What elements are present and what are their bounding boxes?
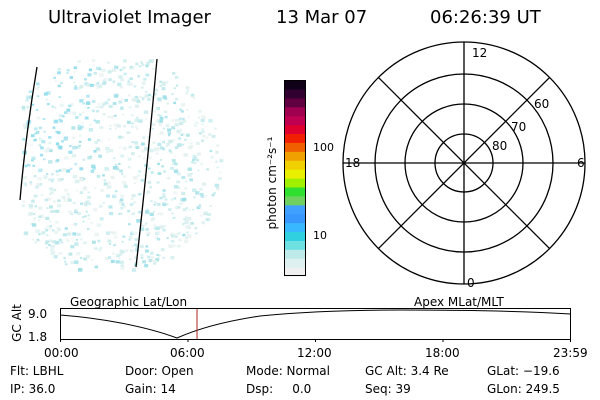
colorbar-cell — [284, 231, 306, 241]
colorbar-label: photon cm⁻²s⁻¹ — [265, 136, 279, 230]
polar-label-18: 18 — [345, 156, 361, 170]
timeline-tick-label-2359: 23:59 — [553, 346, 588, 360]
colorbar-cell — [284, 88, 306, 99]
altitude-timeline — [59, 308, 572, 342]
colorbar-cell — [284, 169, 306, 179]
colorbar-cell — [284, 195, 306, 206]
auroral-emission-speckles — [21, 59, 224, 272]
colorbar-cell — [284, 186, 306, 197]
colorbar-cell — [284, 80, 306, 90]
colorbar-cell — [284, 178, 306, 188]
timeline-tick-label-1800: 18:00 — [425, 346, 460, 360]
colorbar-cell — [284, 222, 306, 233]
polar-grid — [342, 41, 586, 285]
polar-ring-label-70: 70 — [511, 120, 527, 134]
timeline-ymin: 1.8 — [28, 330, 48, 344]
timeline-geographic-caption: Geographic Lat/Lon — [70, 295, 188, 309]
timeline-tick-label-0600: 06:00 — [170, 346, 205, 360]
colorbar-cell — [284, 133, 306, 143]
gain-info: Gain: 14 — [125, 382, 176, 396]
colorbar-cell — [284, 151, 306, 161]
timeline-tick-label-0000: 00:00 — [44, 346, 79, 360]
colorbar-cell — [284, 258, 306, 268]
ip-info: IP: 36.0 — [10, 382, 56, 396]
door-info: Door: Open — [125, 364, 194, 378]
observation-time: 06:26:39 UT — [430, 7, 541, 28]
colorbar-tick-10: 10 — [313, 229, 327, 242]
colorbar-cell — [284, 204, 306, 215]
uv-image-panel — [19, 58, 224, 272]
polar-label-12: 12 — [472, 46, 488, 60]
colorbar-cell — [284, 106, 306, 117]
colorbar — [284, 80, 306, 277]
colorbar-cell — [284, 115, 306, 126]
colorbar-cell — [284, 249, 306, 259]
polar-diagonal-2 — [377, 76, 551, 250]
colorbar-cell — [284, 213, 306, 224]
gc-alt-info: GC Alt: 3.4 Re — [365, 364, 449, 378]
colorbar-cell — [284, 240, 306, 250]
glat-info: GLat: −19.6 — [487, 364, 560, 378]
polar-ring-label-60: 60 — [534, 97, 550, 111]
timeline-ymax: 9.0 — [28, 307, 48, 321]
terminator-line-right — [135, 58, 158, 268]
filter-info: Flt: LBHL — [10, 364, 64, 378]
colorbar-tick-100: 100 — [313, 141, 334, 154]
colorbar-cell — [284, 160, 306, 170]
colorbar-cell — [284, 97, 306, 108]
altitude-curve — [59, 309, 572, 339]
colorbar-cell — [284, 124, 306, 135]
glon-info: GLon: 249.5 — [487, 382, 560, 396]
colorbar-cell — [284, 267, 306, 277]
timeline-apex-caption: Apex MLat/MLT — [414, 295, 504, 309]
polar-label-6: 6 — [577, 156, 585, 170]
polar-label-0: 0 — [467, 276, 475, 290]
timeline-tick-label-1200: 12:00 — [297, 346, 332, 360]
polar-ring-label-80: 80 — [492, 139, 508, 153]
colorbar-cell — [284, 142, 306, 152]
terminator-line-left — [19, 66, 38, 201]
observation-date: 13 Mar 07 — [276, 7, 368, 28]
mode-info: Mode: Normal — [246, 364, 330, 378]
instrument-title: Ultraviolet Imager — [48, 7, 211, 28]
dsp-info: Dsp: 0.0 — [246, 382, 312, 396]
timeline-ylabel: GC Alt — [10, 304, 24, 342]
seq-info: Seq: 39 — [365, 382, 411, 396]
